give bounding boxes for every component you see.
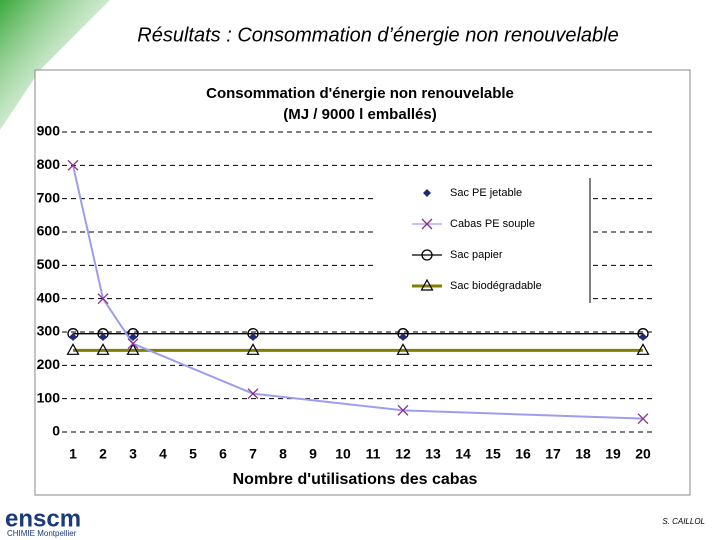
x-tick-label: 6	[219, 446, 227, 462]
y-tick-label: 0	[52, 423, 60, 439]
marker-shape	[636, 343, 650, 355]
marker-shape	[67, 159, 79, 171]
y-tick-label: 600	[37, 223, 61, 239]
marker	[126, 343, 140, 355]
x-tick-label: 9	[309, 446, 317, 462]
marker	[247, 388, 259, 400]
marker-shape	[96, 343, 110, 355]
marker-shape	[126, 343, 140, 355]
slide-title: Résultats : Consommation d’énergie non r…	[137, 24, 618, 46]
chart-subtitle: (MJ / 9000 l emballés)	[283, 106, 436, 123]
y-tick-label: 900	[37, 123, 61, 139]
legend-label: Sac PE jetable	[450, 187, 522, 199]
marker-shape	[127, 338, 139, 350]
marker	[639, 333, 647, 341]
marker	[96, 343, 110, 355]
x-tick-label: 15	[485, 446, 501, 462]
marker-shape	[247, 388, 259, 400]
marker	[637, 413, 649, 425]
series-line	[72, 165, 644, 420]
logo-subtitle: CHIMIE Montpellier	[7, 529, 77, 538]
x-tick-label: 10	[335, 446, 351, 462]
marker	[423, 189, 431, 197]
marker-shape	[249, 333, 257, 341]
marker-shape	[99, 333, 107, 341]
legend-label: Sac papier	[450, 249, 503, 261]
marker-shape	[66, 343, 80, 355]
x-tick-label: 7	[249, 446, 257, 462]
marker	[249, 333, 257, 341]
x-tick-label: 18	[575, 446, 591, 462]
y-tick-label: 100	[37, 389, 61, 405]
marker	[420, 278, 434, 291]
marker-shape	[246, 343, 260, 355]
x-tick-label: 16	[515, 446, 531, 462]
x-tick-label: 12	[395, 446, 411, 462]
marker	[246, 343, 260, 355]
x-tick-label: 2	[99, 446, 107, 462]
marker-shape	[423, 189, 431, 197]
marker-shape	[397, 404, 409, 416]
x-tick-label: 20	[635, 446, 651, 462]
marker-shape	[639, 333, 647, 341]
legend-label: Sac biodégradable	[450, 280, 542, 292]
logo: enscm	[5, 505, 81, 532]
legend-label: Cabas PE souple	[450, 218, 535, 230]
marker	[66, 343, 80, 355]
marker	[397, 404, 409, 416]
marker-shape	[97, 293, 109, 305]
x-tick-label: 4	[159, 446, 167, 462]
marker	[399, 333, 407, 341]
marker	[396, 343, 410, 355]
marker-shape	[399, 333, 407, 341]
x-tick-label: 8	[279, 446, 287, 462]
chart-title: Consommation d'énergie non renouvelable	[206, 85, 514, 102]
marker	[129, 333, 137, 341]
marker	[99, 333, 107, 341]
y-tick-label: 700	[37, 189, 61, 205]
marker	[67, 159, 79, 171]
x-tick-label: 14	[455, 446, 471, 462]
marker-shape	[129, 333, 137, 341]
marker-shape	[69, 333, 77, 341]
chart-frame	[34, 69, 691, 496]
y-tick-label: 300	[37, 323, 61, 339]
marker	[421, 249, 433, 261]
marker-shape	[396, 343, 410, 355]
y-tick-label: 800	[37, 156, 61, 172]
marker	[69, 333, 77, 341]
x-tick-label: 11	[366, 446, 381, 462]
marker	[97, 293, 109, 305]
x-tick-label: 19	[605, 446, 621, 462]
marker-shape	[637, 413, 649, 425]
legend-box	[375, 178, 590, 303]
decoration	[0, 0, 110, 130]
y-tick-label: 400	[37, 289, 61, 305]
marker-shape	[421, 218, 433, 230]
x-tick-label: 17	[545, 446, 561, 462]
author: S. CAILLOL	[662, 517, 705, 526]
x-tick-label: 3	[129, 446, 137, 462]
marker	[636, 343, 650, 355]
marker	[127, 338, 139, 350]
y-tick-label: 500	[37, 256, 61, 272]
marker-shape	[420, 278, 434, 291]
y-tick-label: 200	[37, 356, 61, 372]
x-tick-label: 5	[189, 446, 197, 462]
x-tick-label: 13	[425, 446, 441, 462]
marker	[421, 218, 433, 230]
x-tick-label: 1	[69, 446, 77, 462]
x-axis-label: Nombre d'utilisations des cabas	[233, 471, 478, 488]
marker-shape	[421, 249, 433, 261]
